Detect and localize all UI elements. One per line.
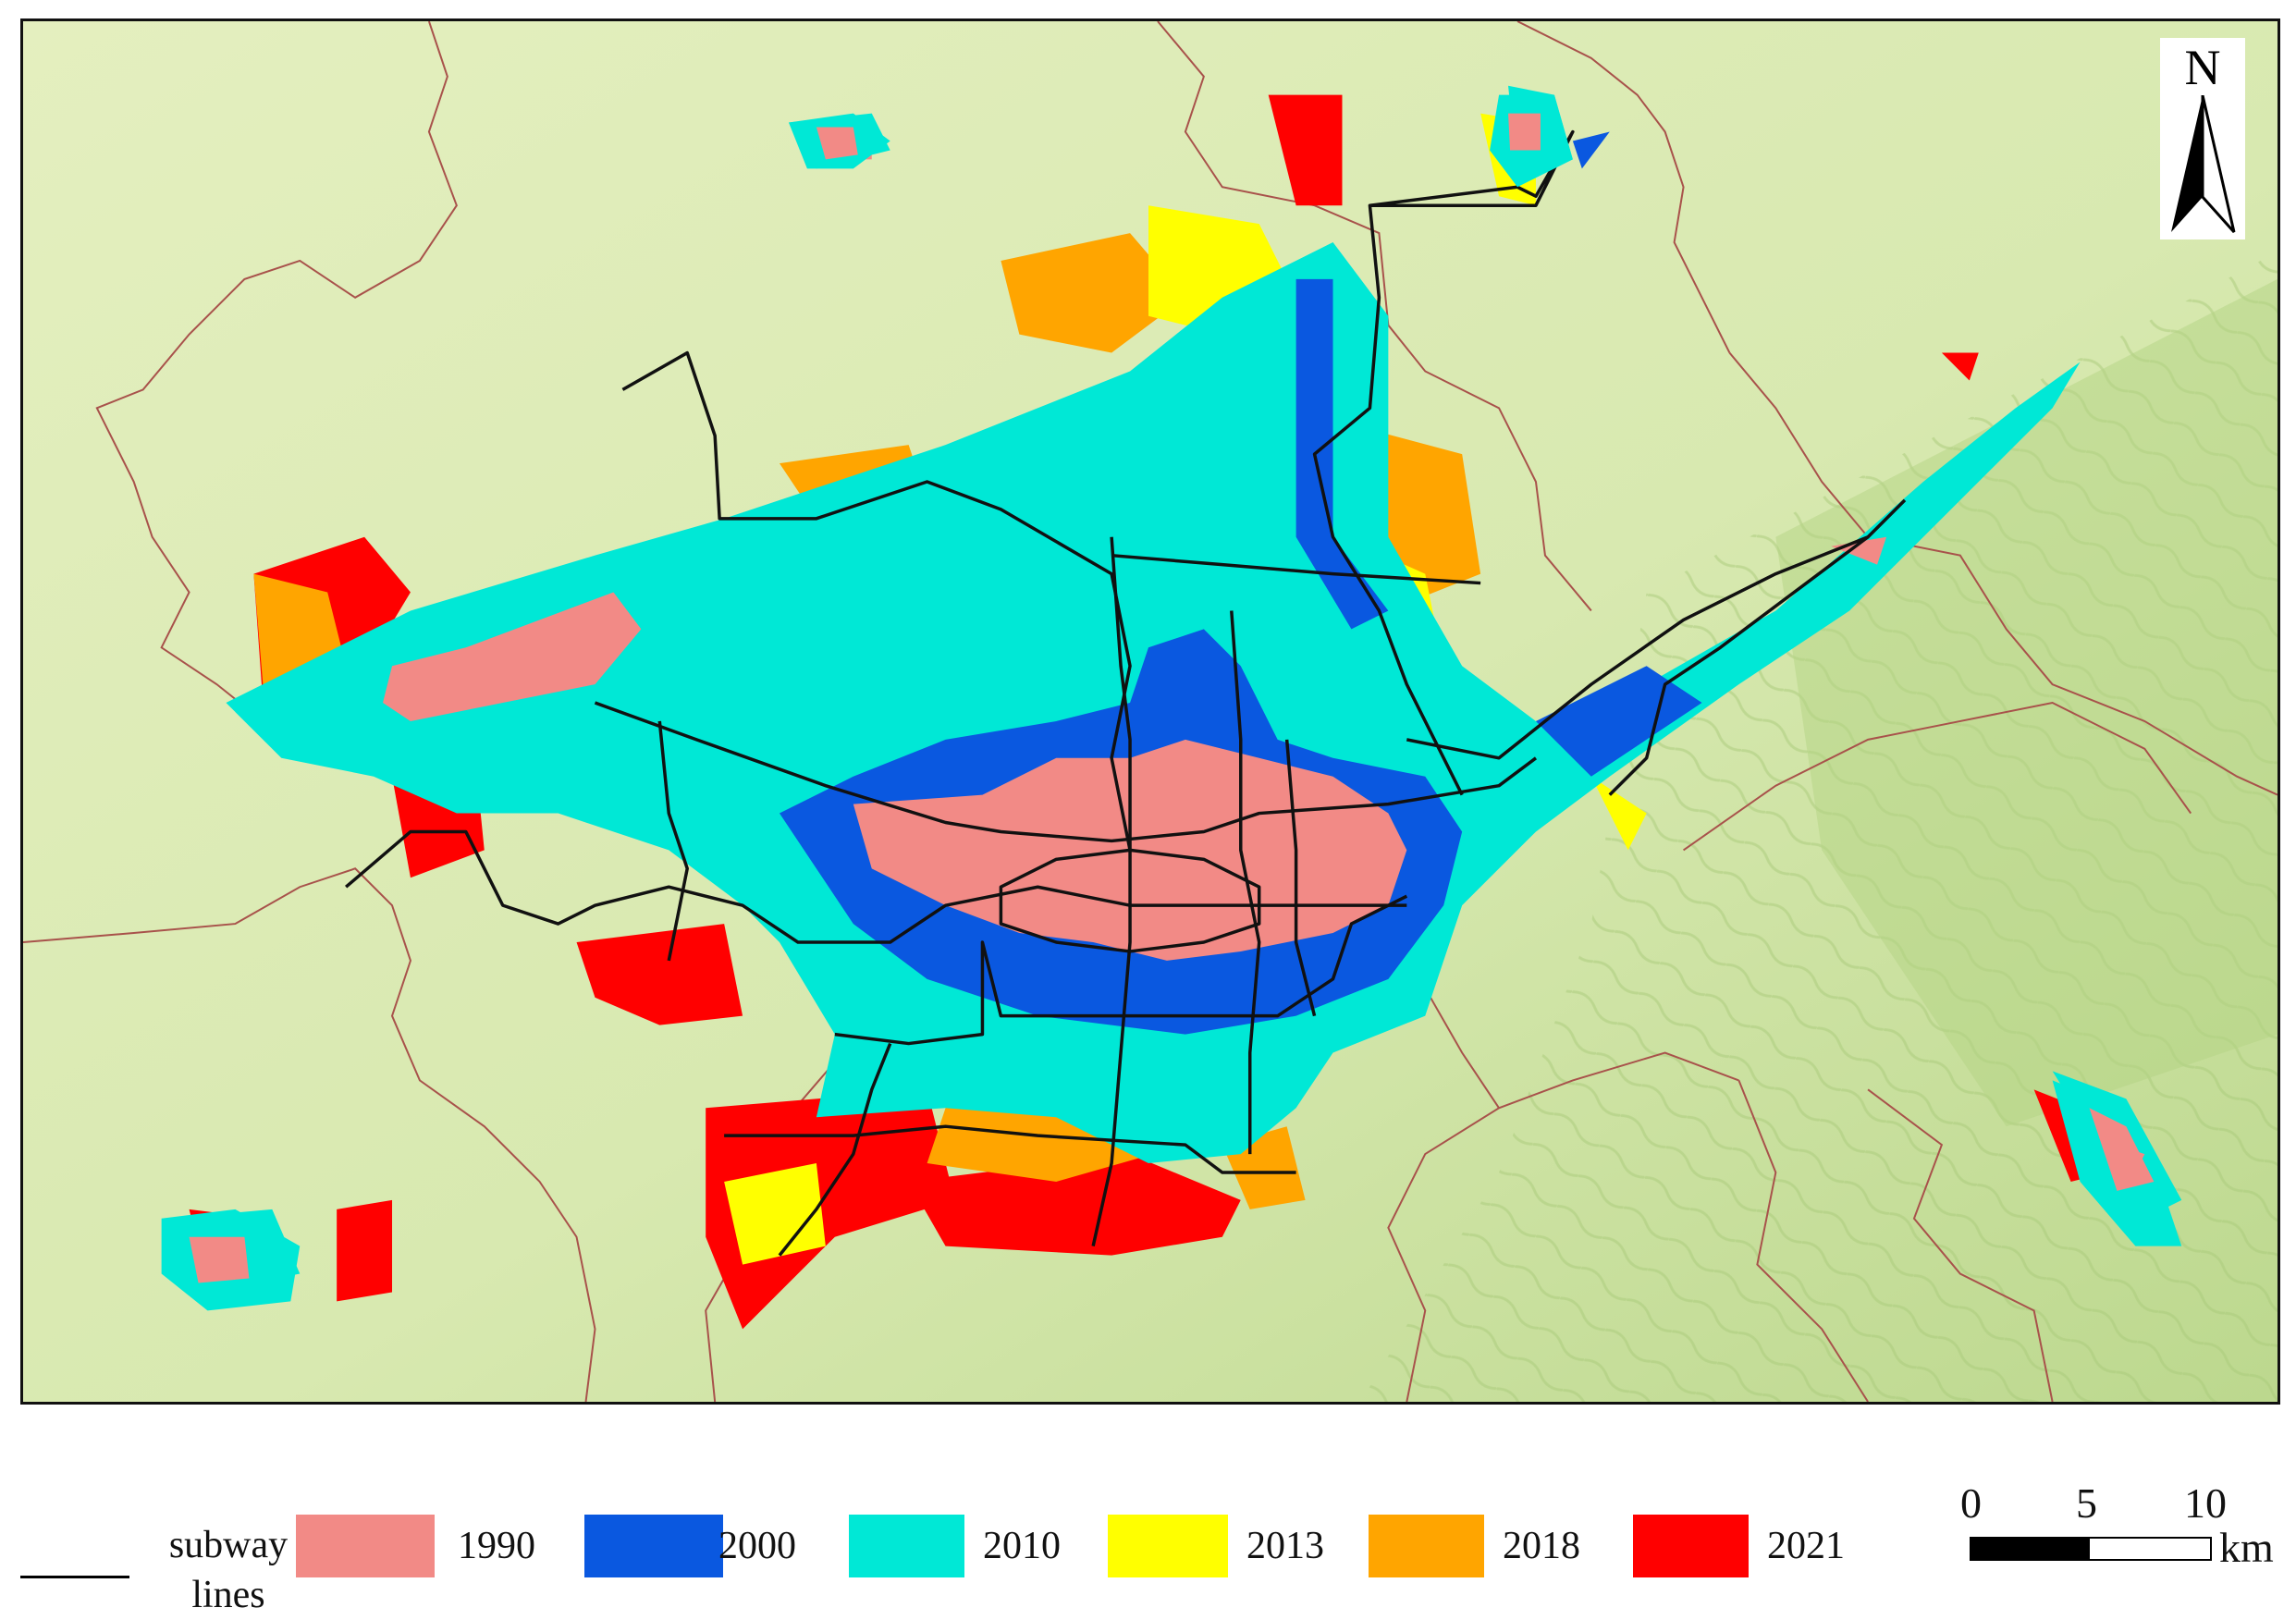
legend-swatch-2018 (1369, 1515, 1484, 1577)
legend-year-2018: 2018 (1503, 1525, 1580, 1567)
subway-line-south (724, 1124, 1296, 1174)
subway-legend-label: subway lines (150, 1520, 307, 1620)
scale-bar-black-segment (1970, 1537, 2090, 1561)
subway-line-ring (999, 848, 1261, 953)
subway-line-vertical-3 (1284, 739, 1317, 1017)
legend-swatch-2021 (1633, 1515, 1749, 1577)
subway-line-east-west (594, 701, 1538, 843)
scale-bar-white-segment (2088, 1537, 2212, 1561)
legend-year-2000: 2000 (718, 1525, 796, 1567)
subway-label-line1: subway (168, 1524, 289, 1566)
subway-line-center-ns (1091, 536, 1132, 1247)
legend-swatch-2010 (849, 1515, 964, 1577)
legend-year-2021: 2021 (1767, 1525, 1845, 1567)
subway-line-northwest (621, 350, 1132, 851)
scale-tick-10: 10 (2184, 1479, 2227, 1527)
map-frame[interactable]: N (20, 18, 2280, 1405)
district-boundaries (23, 21, 2278, 1402)
north-label: N (2184, 40, 2221, 95)
subway-line-southeast (834, 894, 1408, 1046)
subway-label-line2: lines (191, 1574, 265, 1616)
subway-network (345, 129, 1907, 1257)
subway-line-vertical-2 (1230, 610, 1261, 1155)
mountain-shade (1775, 278, 2278, 1127)
legend-swatch-2000 (584, 1515, 723, 1577)
subway-line-north (1312, 129, 1575, 796)
urban-expansion-map (23, 21, 2278, 1402)
subway-line-west (345, 829, 1407, 944)
scale-unit: km (2219, 1524, 2274, 1571)
scale-tick-5: 5 (2076, 1479, 2097, 1527)
legend-swatch-1990 (296, 1515, 435, 1577)
legend-year-2010: 2010 (983, 1525, 1061, 1567)
scale-tick-0: 0 (1960, 1479, 1982, 1527)
urban-2021-layer (189, 94, 2108, 1330)
north-arrow-icon (2171, 95, 2236, 234)
subway-line-southern-extension (778, 1042, 892, 1257)
legend-swatch-2013 (1108, 1515, 1228, 1577)
legend-year-2013: 2013 (1246, 1525, 1324, 1567)
map-legend: subway lines 1990 2000 2010 2013 2018 20… (0, 1479, 2296, 1616)
scale-bar: 0 5 10 km (1960, 1479, 2293, 1590)
north-arrow-panel: N (2160, 38, 2245, 239)
subway-line-symbol (20, 1576, 129, 1578)
subway-line-airport (1608, 535, 1870, 796)
legend-subway-lines: subway lines (20, 1516, 298, 1616)
subway-line-southwest (657, 720, 689, 962)
satellite-towns (161, 94, 2182, 1311)
subway-line-horizontal-north (1111, 553, 1481, 585)
legend-year-1990: 1990 (458, 1525, 535, 1567)
